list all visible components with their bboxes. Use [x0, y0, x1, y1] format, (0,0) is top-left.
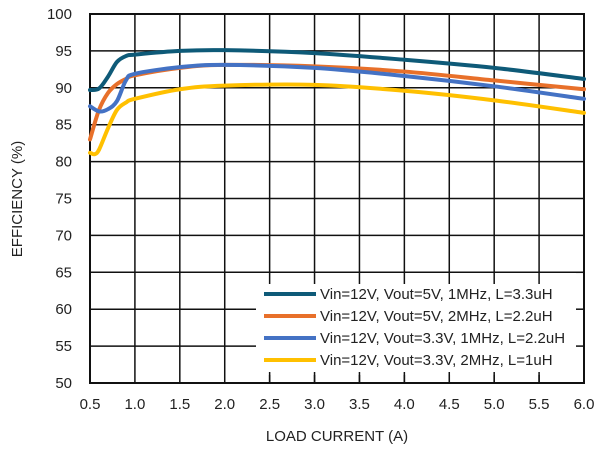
x-tick-label: 5.0	[484, 396, 505, 413]
y-tick-label: 80	[55, 154, 72, 171]
y-tick-label: 95	[55, 43, 72, 60]
series-lines	[88, 48, 586, 157]
legend-background	[256, 284, 583, 372]
legend-label: Vin=12V, Vout=5V, 1MHz, L=3.3uH	[320, 286, 553, 303]
x-tick-label: 3.5	[349, 396, 370, 413]
series-line	[88, 62, 586, 114]
plot-frame	[89, 13, 585, 384]
y-tick-label: 50	[55, 375, 72, 392]
x-tick-label: 6.0	[574, 396, 595, 413]
y-tick-label: 65	[55, 264, 72, 281]
series-line	[88, 48, 586, 93]
y-tick-label: 75	[55, 191, 72, 208]
tick-labels: 0.5 1.0 1.5 2.0 2.5 3.0 3.5 4.0 4.5 5.0 5.5 6.0 50 55…	[47, 6, 594, 413]
x-tick-label: 1.0	[124, 396, 145, 413]
y-axis-label: EFFICIENCY (%)	[9, 141, 26, 257]
series-line	[88, 82, 586, 157]
x-tick-label: 3.0	[304, 396, 325, 413]
x-tick-label: 4.5	[439, 396, 460, 413]
y-tick-label: 70	[55, 227, 72, 244]
y-tick-label: 55	[55, 338, 72, 355]
x-tick-label: 1.5	[169, 396, 190, 413]
legend: Vin=12V, Vout=5V, 1MHz, L=3.3uH Vin=12V, …	[256, 271, 584, 383]
legend-label: Vin=12V, Vout=3.3V, 2MHz, L=1uH	[320, 352, 553, 369]
x-tick-label: 2.0	[214, 396, 235, 413]
legend-label: Vin=12V, Vout=5V, 2MHz, L=2.2uH	[320, 308, 553, 325]
x-axis-label: LOAD CURRENT (A)	[266, 428, 408, 445]
y-tick-label: 60	[55, 301, 72, 318]
y-tick-label: 90	[55, 80, 72, 97]
legend-label: Vin=12V, Vout=3.3V, 1MHz, L=2.2uH	[320, 330, 565, 347]
x-tick-label: 0.5	[80, 396, 101, 413]
x-tick-label: 4.0	[394, 396, 415, 413]
x-tick-label: 2.5	[259, 396, 280, 413]
y-tick-label: 85	[55, 117, 72, 134]
x-tick-label: 5.5	[529, 396, 550, 413]
y-tick-label: 100	[47, 6, 72, 23]
